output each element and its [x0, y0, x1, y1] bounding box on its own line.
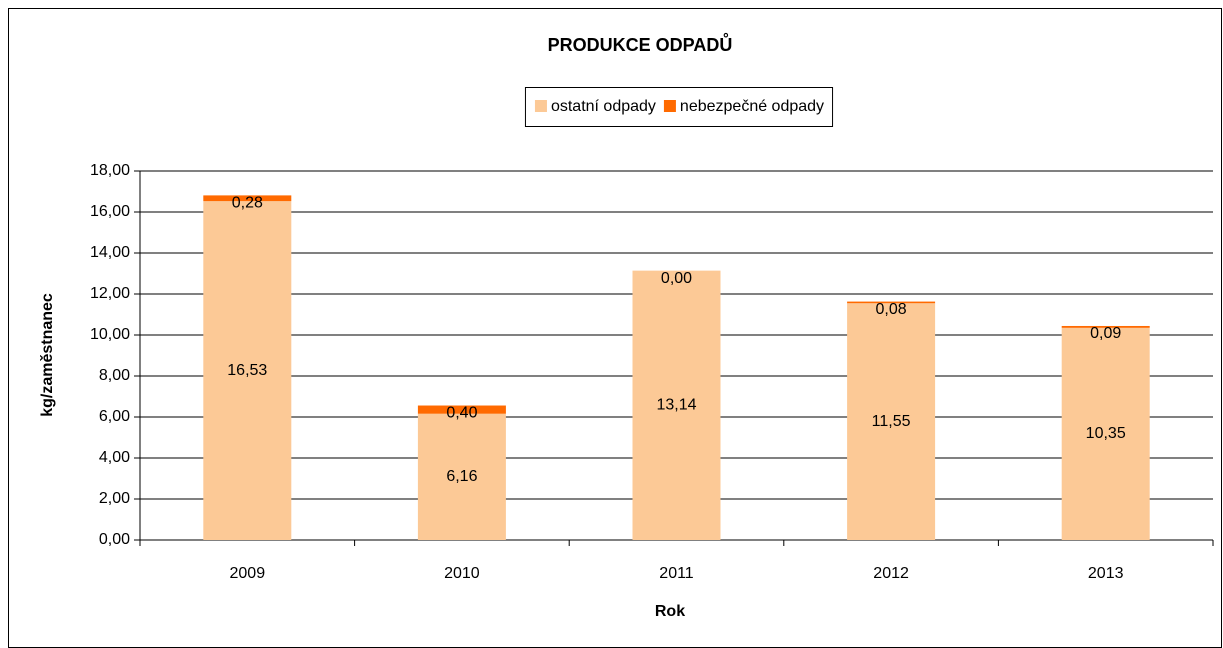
legend-box: [524, 87, 834, 127]
y-tick-label: 18,00: [90, 162, 130, 179]
y-tick-label: 0,00: [99, 531, 130, 548]
y-tick-label: 6,00: [99, 408, 130, 425]
y-axis-label: kg/zaměstnanec: [39, 293, 56, 417]
legend: ostatní odpady nebezpečné odpady: [524, 87, 834, 127]
bar-segment: [847, 301, 936, 304]
x-tick-label: 2009: [230, 565, 266, 582]
x-axis-label: Rok: [655, 603, 685, 620]
legend-swatch: [534, 100, 547, 112]
bar-segment: [847, 303, 936, 540]
data-label: 0,00: [661, 270, 692, 287]
bar-segment: [1061, 325, 1150, 328]
bar-segment: [417, 405, 506, 414]
data-label: 0,28: [232, 195, 263, 212]
data-label: 6,16: [446, 468, 477, 485]
y-tick-label: 16,00: [90, 203, 130, 220]
y-tick-label: 10,00: [90, 326, 130, 343]
y-tick-label: 12,00: [90, 285, 130, 302]
legend-label: nebezpečné odpady: [680, 98, 824, 115]
bar-segment: [203, 195, 292, 202]
data-label: 11,55: [872, 413, 911, 430]
data-label: 13,14: [656, 397, 696, 414]
x-tick-label: 2011: [659, 565, 694, 582]
bar-segment: [632, 270, 721, 540]
x-tick-label: 2012: [873, 565, 909, 582]
data-label: 0,09: [1090, 325, 1121, 342]
data-label: 16,53: [227, 362, 267, 379]
x-tick-label: 2010: [444, 565, 480, 582]
x-tick-label: 2013: [1088, 565, 1124, 582]
y-tick-label: 8,00: [99, 367, 130, 384]
legend-label: ostatní odpady: [551, 98, 656, 115]
y-tick-label: 4,00: [99, 449, 130, 466]
bar-segment: [417, 413, 506, 540]
data-label: 0,40: [446, 405, 477, 422]
y-tick-label: 14,00: [90, 244, 130, 261]
chart-title: PRODUKCE ODPADŮ: [548, 33, 733, 55]
y-tick-label: 2,00: [99, 490, 130, 507]
bar-segment: [1061, 327, 1150, 540]
data-label: 10,35: [1086, 425, 1126, 442]
legend-swatch: [663, 100, 676, 112]
bar-segment: [203, 201, 292, 540]
data-label: 0,08: [876, 301, 907, 318]
